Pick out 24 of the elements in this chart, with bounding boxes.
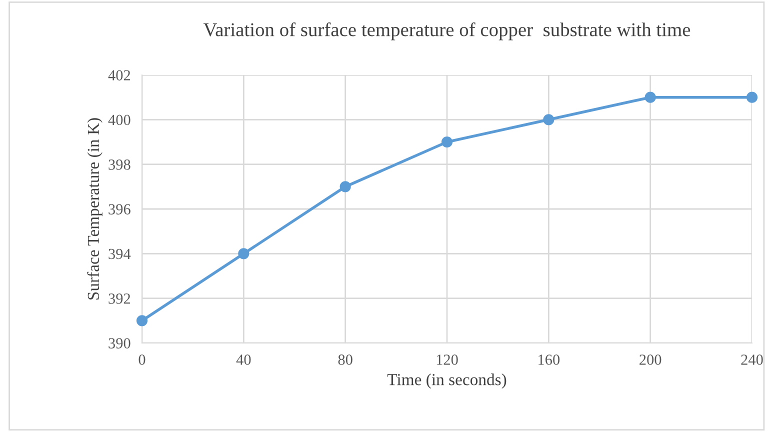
x-tick-label: 0 <box>138 354 146 365</box>
point <box>238 248 250 260</box>
x-tick-label: 200 <box>640 354 662 365</box>
point <box>543 114 554 126</box>
x-tick-label: 80 <box>338 354 352 365</box>
y-tick-label: 400 <box>108 114 130 126</box>
y-tick-label: 402 <box>108 70 130 80</box>
y-tick-label: 398 <box>108 159 130 170</box>
y-tick-label: 394 <box>108 248 131 260</box>
point <box>441 136 453 148</box>
x-tick-label: 160 <box>538 354 560 365</box>
y-tick-label: 396 <box>108 204 130 214</box>
x-tick-label: 40 <box>236 354 251 365</box>
point <box>136 315 148 326</box>
chart-title: Variation of surface temperature of copper substrate with time <box>203 22 690 40</box>
y-tick-label: 390 <box>108 338 130 348</box>
point <box>746 92 758 103</box>
x-tick-label: 120 <box>436 354 458 365</box>
x-tick-label: 240 <box>741 354 763 365</box>
x-axis-title: Time (in seconds) <box>387 374 506 389</box>
y-axis-title: Surface Temperature (in K) <box>87 118 102 300</box>
y-tick-label: 392 <box>108 294 130 304</box>
point <box>644 92 656 103</box>
point <box>340 181 351 192</box>
